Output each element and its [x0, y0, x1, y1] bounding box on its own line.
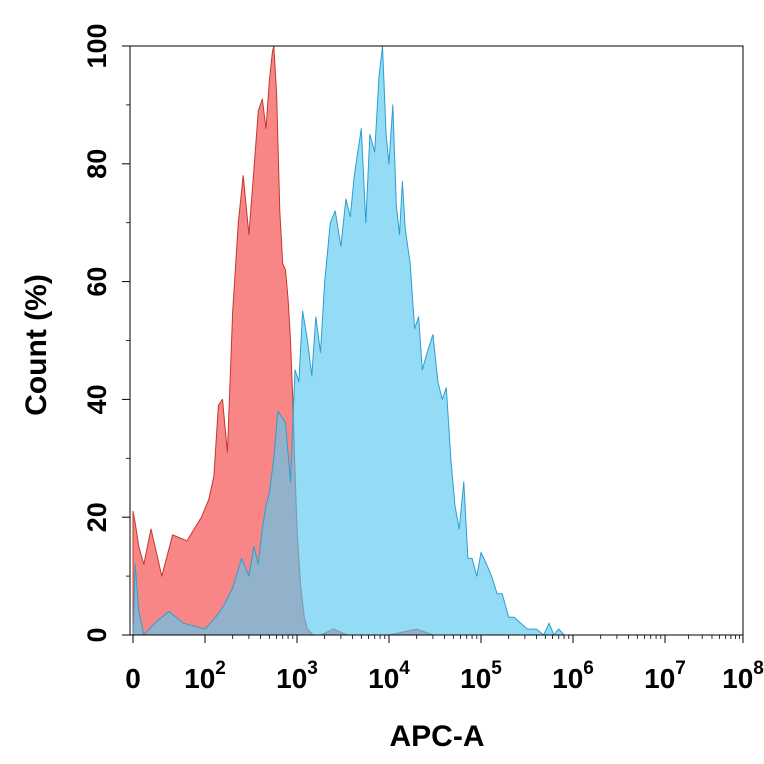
- y-tick-label: 80: [82, 149, 112, 179]
- y-tick-label: 100: [82, 23, 112, 68]
- x-tick-label: 103: [276, 658, 318, 694]
- x-tick-label: 105: [460, 658, 502, 694]
- x-tick-label: 106: [552, 658, 594, 694]
- x-tick-label: 102: [184, 658, 226, 694]
- y-tick-label: 0: [82, 627, 112, 642]
- y-tick-label: 60: [82, 267, 112, 297]
- series-2-area: [132, 45, 574, 636]
- y-axis-label: Count (%): [20, 274, 53, 416]
- x-tick-label: 104: [368, 658, 410, 694]
- x-tick-label: 0: [125, 663, 141, 694]
- y-tick-label: 20: [82, 502, 112, 532]
- y-axis-ticks: 0 20 40 60 80 100: [82, 23, 130, 643]
- x-tick-label: 107: [644, 658, 686, 694]
- y-tick-label: 40: [82, 384, 112, 414]
- x-axis-label: APC-A: [390, 720, 485, 753]
- x-tick-label: 108: [722, 658, 764, 694]
- x-axis-ticks: 0 102 103 104 105 106 107 108: [125, 635, 764, 694]
- histogram-areas: [132, 45, 574, 636]
